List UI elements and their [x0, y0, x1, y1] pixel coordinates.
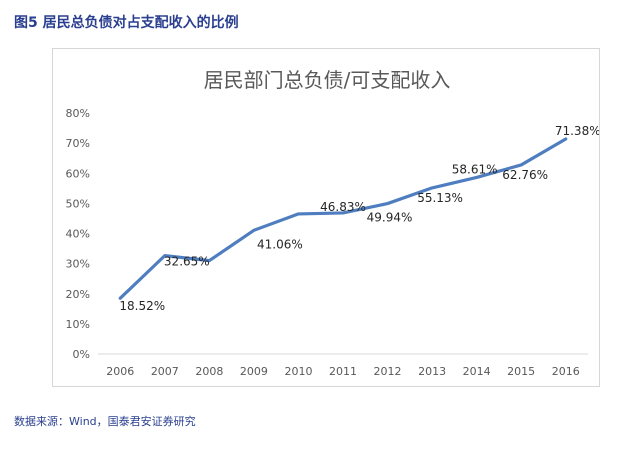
y-tick-label: 50%: [66, 197, 90, 210]
figure-source: 数据来源：Wind，国泰君安证券研究: [14, 415, 196, 428]
data-label: 32.65%: [164, 255, 210, 269]
x-tick-label: 2010: [284, 365, 312, 378]
x-tick-label: 2008: [195, 365, 223, 378]
chart-title: 居民部门总负债/可支配收入: [204, 68, 451, 92]
y-tick-label: 40%: [66, 228, 90, 241]
data-label: 55.13%: [417, 191, 463, 205]
x-tick-label: 2015: [507, 365, 535, 378]
data-labels: 18.52% 32.65% 41.06% 46.83%49.94% 55.13% 58.6…: [119, 124, 600, 313]
data-label: 46.83%: [320, 200, 366, 214]
series-line: [118, 137, 568, 300]
data-label: 18.52%: [119, 299, 165, 313]
x-tick-label: 2014: [463, 365, 491, 378]
y-tick-label: 80%: [66, 107, 90, 120]
y-tick-label: 60%: [66, 167, 90, 180]
series-layer: [118, 137, 568, 300]
x-tick-label: 2012: [374, 365, 402, 378]
data-label: 41.06%: [257, 237, 303, 251]
x-tick-label: 2016: [552, 365, 580, 378]
y-tick-label: 70%: [66, 137, 90, 150]
x-tick-label: 2006: [106, 365, 134, 378]
figure-title: 图5 居民总负债对占支配收入的比例: [14, 15, 239, 31]
y-tick-label: 30%: [66, 258, 90, 271]
x-tick-label: 2013: [418, 365, 446, 378]
y-axis-ticks: 0% 10% 20% 30% 40% 50% 60% 70% 80%: [66, 107, 90, 361]
x-tick-label: 2011: [329, 365, 357, 378]
data-label: 62.76%: [502, 168, 548, 182]
x-axis-ticks: 2006 2007 2008 2009 2010 2011 2012 2013 2014 2015…: [106, 365, 579, 378]
chart-frame: 居民部门总负债/可支配收入 0% 10% 20% 30% 40% 50% 60% 70% 80%…: [52, 48, 601, 387]
data-label: 71.38%: [555, 124, 599, 138]
line-chart: 居民部门总负债/可支配收入 0% 10% 20% 30% 40% 50% 60% 70% 80%…: [66, 68, 601, 378]
x-tick-label: 2007: [151, 365, 179, 378]
data-label: 58.61%: [452, 162, 498, 176]
data-label: 49.94%: [367, 211, 413, 225]
y-tick-label: 10%: [66, 318, 90, 331]
x-tick-label: 2009: [240, 365, 268, 378]
y-tick-label: 0%: [73, 348, 90, 361]
y-tick-label: 20%: [66, 288, 90, 301]
